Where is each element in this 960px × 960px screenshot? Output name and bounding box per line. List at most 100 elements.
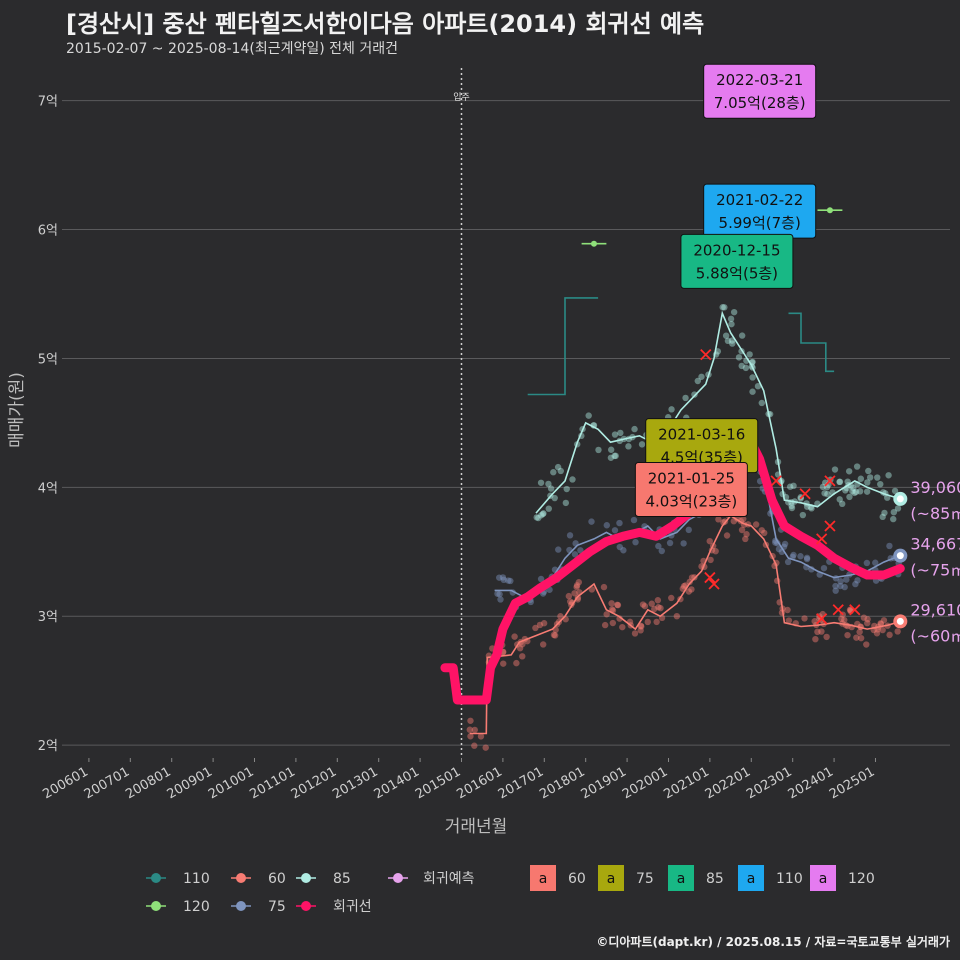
move-in-label: 입주 xyxy=(453,91,470,103)
scatter-point xyxy=(554,463,562,471)
scatter-point xyxy=(532,624,539,632)
scatter-point xyxy=(879,513,886,521)
scatter-point xyxy=(814,628,821,636)
scatter-point xyxy=(595,446,602,454)
x-tick-label: 201101 xyxy=(247,764,297,802)
scatter-point xyxy=(719,304,726,311)
outlier-marker xyxy=(849,604,861,616)
annotation-date: 2021-01-25 xyxy=(648,469,735,487)
scatter-point xyxy=(680,540,687,547)
scatter-point xyxy=(743,531,750,538)
scatter-point xyxy=(466,726,473,733)
y-tick-label: 5억 xyxy=(38,352,58,367)
legend-box-glyph: a xyxy=(607,871,616,887)
annotation-date: 2020-12-15 xyxy=(693,241,780,259)
scatter-point xyxy=(658,547,665,555)
scatter-point xyxy=(545,480,552,488)
scatter-point xyxy=(706,537,713,545)
legend-box xyxy=(598,865,624,891)
scatter-point xyxy=(600,583,608,591)
scatter-point xyxy=(752,521,760,528)
scatter-point xyxy=(611,452,618,460)
legend-label: 120 xyxy=(848,871,875,887)
scatter-point xyxy=(566,598,574,605)
x-tick-label: 200601 xyxy=(40,764,90,802)
series-point xyxy=(826,207,833,214)
outlier-marker xyxy=(700,348,712,361)
annotation-date: 2022-03-21 xyxy=(716,71,803,89)
scatter-point xyxy=(471,742,478,749)
scatter-point xyxy=(603,522,611,529)
legend-box xyxy=(530,865,556,891)
scatter-point xyxy=(467,733,474,740)
scatter-point xyxy=(571,551,579,558)
scatter-point xyxy=(712,547,719,555)
scatter-point xyxy=(836,478,843,486)
scatter-point xyxy=(790,482,797,490)
scatter-point xyxy=(836,496,843,503)
scatter-point xyxy=(550,631,558,639)
scatter-point xyxy=(471,726,478,734)
legend-dot xyxy=(301,873,311,883)
scatter-point xyxy=(609,619,617,627)
scatter-point xyxy=(607,446,615,453)
scatter-point xyxy=(680,583,688,590)
scatter-point xyxy=(533,514,540,521)
scatter-point xyxy=(850,484,857,492)
scatter-point xyxy=(729,340,736,347)
legend-dot xyxy=(236,901,246,911)
legend-box xyxy=(668,865,694,891)
series-point xyxy=(590,240,597,247)
scatter-point xyxy=(547,485,555,492)
legend-label: 75 xyxy=(268,899,286,915)
scatter-point xyxy=(614,601,622,609)
scatter-point xyxy=(496,591,503,598)
scatter-point xyxy=(631,425,638,433)
scatter-point xyxy=(666,539,674,547)
scatter-point xyxy=(668,594,675,602)
annotation-box xyxy=(634,461,748,517)
scatter-point xyxy=(724,337,732,345)
scatter-point xyxy=(864,616,871,623)
annotation-value: 5.99억(7층) xyxy=(719,214,801,232)
x-tick-label: 201501 xyxy=(413,764,463,802)
series-line xyxy=(788,312,835,373)
scatter-point xyxy=(846,493,853,501)
scatter-point xyxy=(482,744,489,751)
annotation-box xyxy=(703,63,817,119)
series-line xyxy=(527,297,599,396)
scatter-point xyxy=(557,613,564,620)
scatter-point xyxy=(849,488,856,495)
scatter-point xyxy=(655,604,662,611)
outlier-marker xyxy=(708,578,720,590)
outlier-marker xyxy=(770,475,782,487)
scatter-point xyxy=(738,362,745,370)
outlier-marker xyxy=(824,475,836,487)
scatter-point xyxy=(494,590,501,597)
scatter-point xyxy=(715,516,722,523)
legend-dot xyxy=(301,901,311,911)
scatter-point xyxy=(694,377,702,385)
scatter-point xyxy=(571,590,578,597)
scatter-point xyxy=(685,526,692,534)
scatter-point xyxy=(632,538,639,546)
scatter-point xyxy=(608,606,616,613)
scatter-point xyxy=(467,717,474,724)
scatter-point xyxy=(477,733,485,740)
forecast-point-core xyxy=(896,495,904,503)
forecast-area: (~85㎡) xyxy=(910,504,960,523)
scatter-point xyxy=(638,441,646,448)
x-axis-title: 거래년월 xyxy=(445,817,508,837)
forecast-point-core xyxy=(896,552,904,560)
scatter-point xyxy=(801,615,808,622)
scatter-point xyxy=(890,508,898,516)
scatter-point xyxy=(612,452,619,460)
scatter-point xyxy=(852,580,859,588)
scatter-point xyxy=(853,463,861,470)
outlier-marker xyxy=(816,613,828,625)
scatter-point xyxy=(788,502,795,510)
scatter-point xyxy=(538,512,545,519)
scatter-point xyxy=(866,474,874,481)
scatter-point xyxy=(611,527,619,534)
x-tick-label: 201601 xyxy=(454,764,504,802)
